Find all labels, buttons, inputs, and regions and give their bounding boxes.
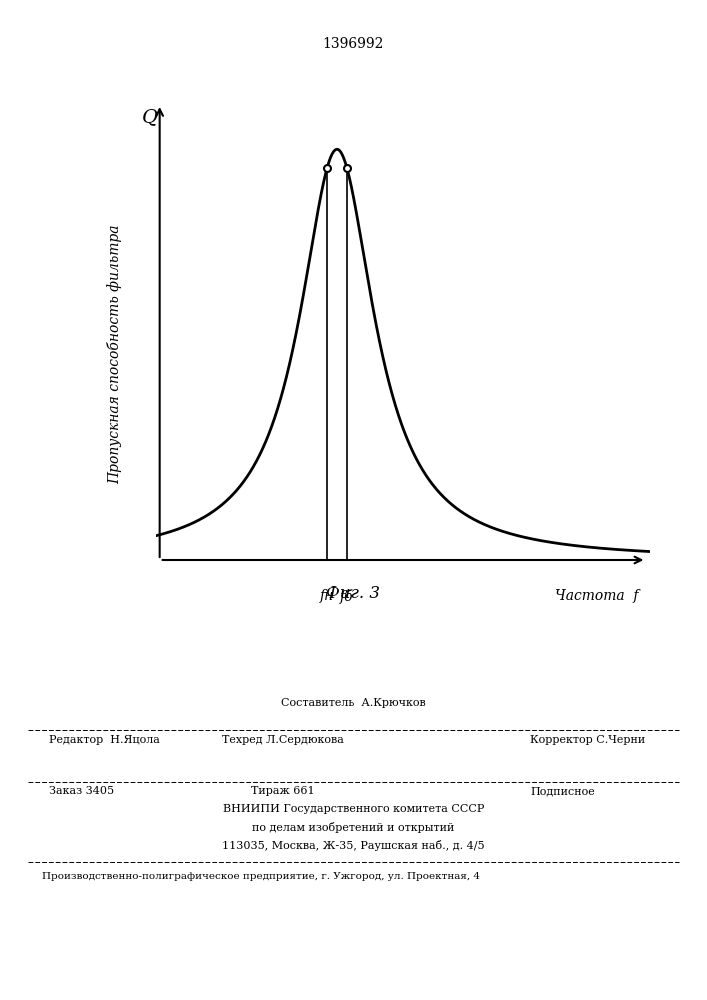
Text: fн: fн	[320, 589, 334, 603]
Text: Q: Q	[142, 108, 158, 126]
Text: Пропускная способность фильтра: Пропускная способность фильтра	[107, 225, 122, 484]
Text: Фиг. 3: Фиг. 3	[327, 585, 380, 602]
Text: Производственно-полиграфическое предприятие, г. Ужгород, ул. Проектная, 4: Производственно-полиграфическое предприя…	[42, 872, 481, 881]
Text: 1396992: 1396992	[323, 37, 384, 51]
Text: Корректор С.Черни: Корректор С.Черни	[530, 735, 645, 745]
Text: Подписное: Подписное	[530, 786, 595, 796]
Text: Частота  f: Частота f	[554, 589, 638, 603]
Text: Составитель  А.Крючков: Составитель А.Крючков	[281, 698, 426, 708]
Text: Техред Л.Сердюкова: Техред Л.Сердюкова	[222, 735, 344, 745]
Text: по делам изобретений и открытий: по делам изобретений и открытий	[252, 822, 455, 833]
Text: ВНИИПИ Государственного комитета СССР: ВНИИПИ Государственного комитета СССР	[223, 804, 484, 814]
Text: Редактор  Н.Яцола: Редактор Н.Яцола	[49, 735, 160, 745]
Text: 113035, Москва, Ж-35, Раушская наб., д. 4/5: 113035, Москва, Ж-35, Раушская наб., д. …	[222, 840, 485, 851]
Text: fб: fб	[340, 589, 354, 604]
Text: Заказ 3405: Заказ 3405	[49, 786, 115, 796]
Text: Тираж 661: Тираж 661	[251, 786, 315, 796]
